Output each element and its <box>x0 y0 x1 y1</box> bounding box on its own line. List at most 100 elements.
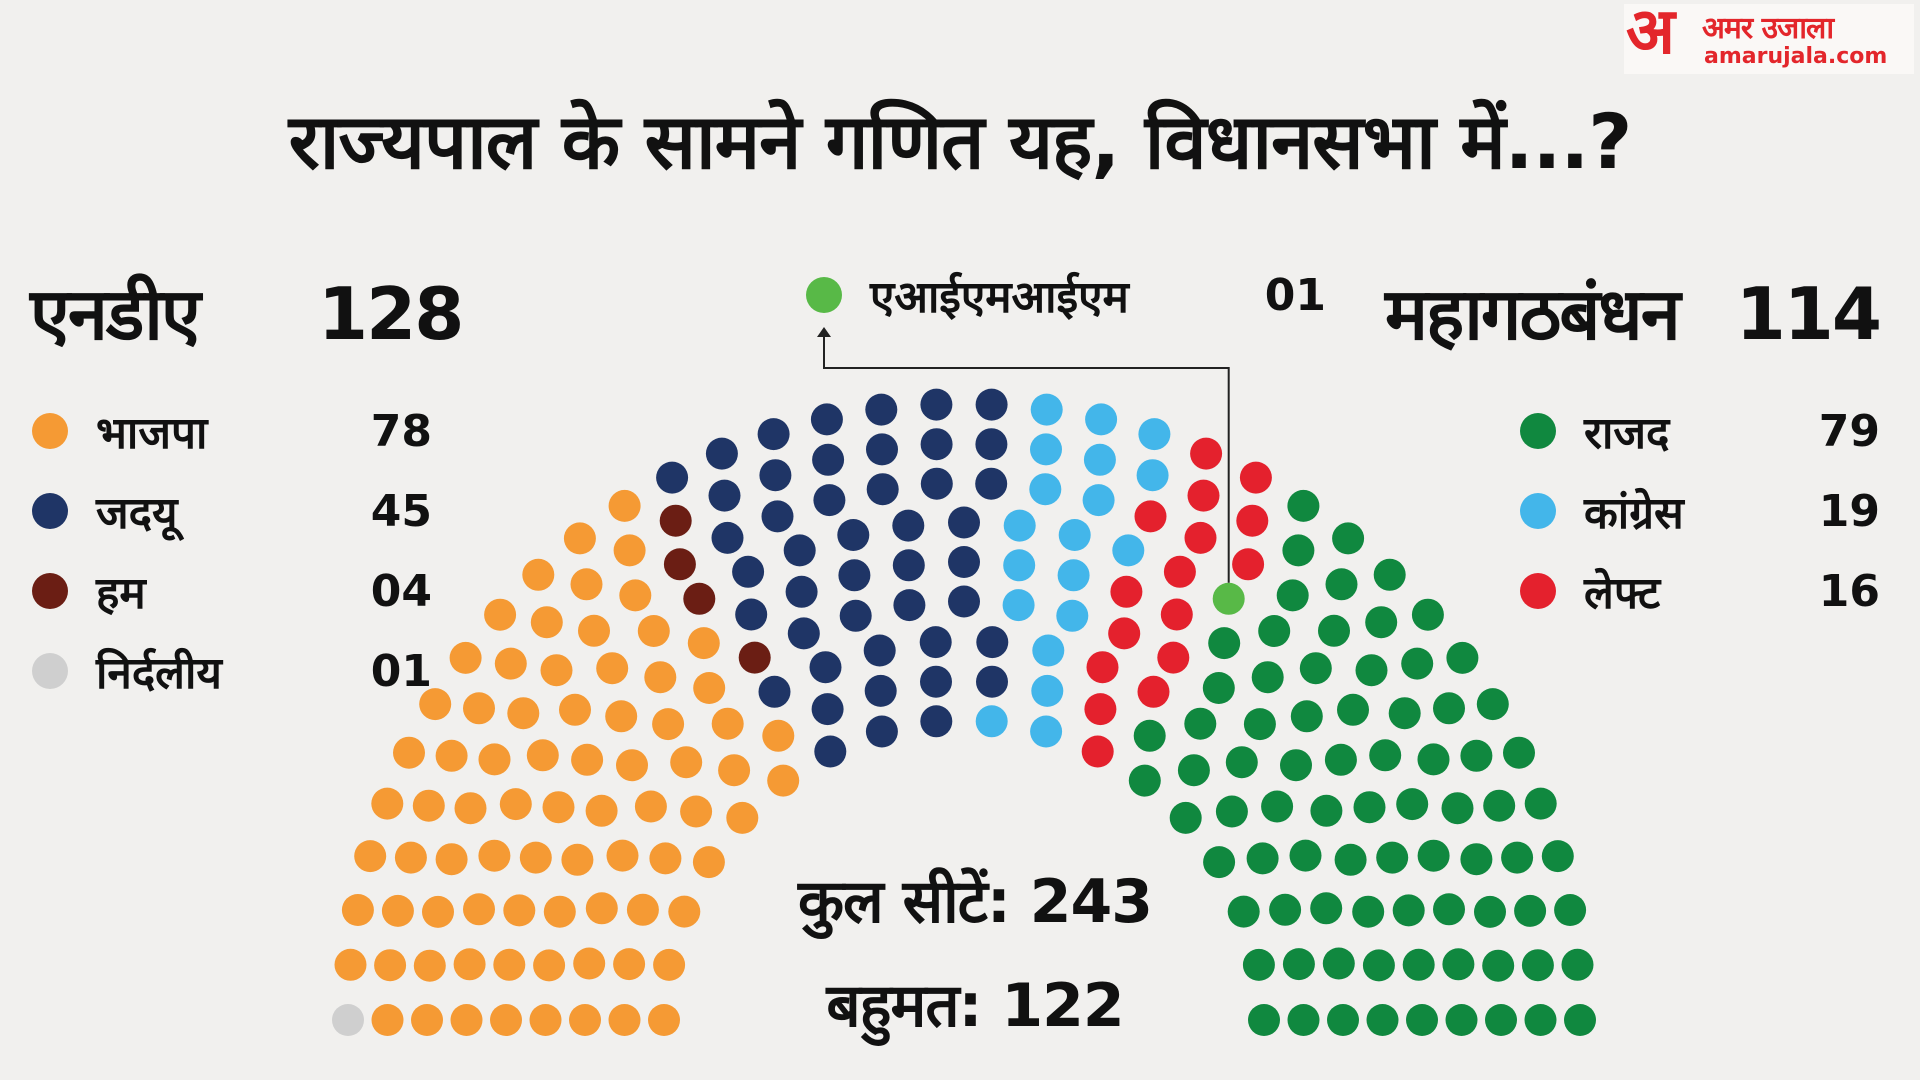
seat-dot <box>711 521 744 554</box>
seat-dot <box>1362 949 1395 982</box>
seat-dot <box>759 459 792 492</box>
mgb-bloc-total: 114 <box>1735 272 1882 356</box>
seat-dot <box>578 614 610 647</box>
seat-dot <box>571 743 604 776</box>
seat-dot <box>683 582 716 615</box>
seat-dot <box>1327 1004 1359 1036</box>
seat-dot <box>1276 579 1309 612</box>
seat-dot <box>1355 654 1388 687</box>
seat-dot <box>864 674 897 707</box>
seat-dot <box>680 795 713 828</box>
legend-dot-aimim <box>806 277 842 313</box>
seat-dot <box>435 739 468 772</box>
seat-dot <box>561 843 594 876</box>
seat-dot <box>809 651 842 684</box>
seat-dot <box>453 948 486 981</box>
seat-dot <box>1388 697 1421 730</box>
legend-dot-jdu <box>32 493 68 529</box>
seat-dot <box>613 948 646 981</box>
seat-dot <box>585 892 618 925</box>
seat-dot <box>493 948 526 981</box>
seat-dot <box>1310 892 1343 925</box>
seat-dot <box>1225 746 1258 779</box>
seat-dot <box>1246 842 1279 875</box>
seat-dot <box>522 558 555 591</box>
legend-label-independent: निर्दलीय <box>96 648 222 699</box>
legend-item-jdu: जदयू 45 <box>32 485 432 539</box>
seat-dot <box>1177 754 1210 787</box>
seat-dot <box>563 522 596 555</box>
seat-dot <box>1369 739 1402 772</box>
seat-dot <box>596 652 629 685</box>
seat-dot <box>1417 839 1450 872</box>
seat-dot <box>494 647 527 680</box>
seat-dot <box>371 1004 404 1036</box>
seat-dot <box>692 846 725 879</box>
seat-dot <box>705 437 738 470</box>
seat-dot <box>814 735 847 768</box>
seat-dot <box>810 403 843 436</box>
legend-label-ham: हम <box>96 568 146 619</box>
legend-item-aimim: एआईएमआईएम 01 <box>806 270 1326 323</box>
seat-dot <box>920 428 953 461</box>
seat-dot <box>1032 634 1065 667</box>
seat-dot <box>1299 652 1332 685</box>
seat-dot <box>976 626 1009 659</box>
seat-dot <box>1396 788 1429 821</box>
seat-dot <box>637 615 670 647</box>
logo-hindi-name: अमर उजाला <box>1702 11 1834 46</box>
seat-dot <box>1554 894 1587 926</box>
legend-item-left: लेफ्ट 16 <box>1520 566 1880 619</box>
seat-dot <box>644 661 677 694</box>
seat-dot <box>1392 894 1425 927</box>
seat-dot <box>1524 787 1557 820</box>
seat-dot <box>613 534 646 567</box>
seat-dot <box>1325 568 1358 601</box>
seat-dot <box>1402 948 1435 981</box>
seat-dot <box>1138 418 1171 451</box>
seat-dot <box>1334 843 1367 876</box>
seat-dot <box>1287 489 1320 522</box>
legend-value-rjd: 79 <box>1818 405 1880 457</box>
seat-dot <box>526 739 559 772</box>
seat-dot <box>606 839 639 872</box>
seat-dot <box>1203 846 1236 879</box>
seat-dot <box>393 736 425 769</box>
seat-dot <box>354 840 387 873</box>
seat-dot <box>838 559 871 592</box>
seat-dot <box>920 467 953 500</box>
seat-dot <box>381 894 414 927</box>
seat-dot <box>1373 558 1406 591</box>
seat-dot <box>1002 589 1035 622</box>
seat-dot <box>1208 627 1241 660</box>
seat-dot <box>332 1004 364 1036</box>
seat-dot <box>626 893 659 926</box>
seat-dot <box>735 598 768 631</box>
seat-dot <box>1137 675 1170 708</box>
seat-dot <box>374 949 407 982</box>
seat-dot <box>1476 688 1509 721</box>
seat-dot <box>519 841 552 874</box>
seat-dot <box>1215 795 1248 828</box>
seat-dot <box>1441 792 1474 825</box>
seat-dot <box>975 428 1008 461</box>
seat-dot <box>1212 582 1245 615</box>
seat-dot <box>758 675 791 708</box>
seat-dot <box>529 1004 562 1036</box>
seat-dot <box>1433 893 1465 926</box>
seat-dot <box>920 705 953 738</box>
legend-item-bjp: भाजपा 78 <box>32 406 432 459</box>
seat-dot <box>1406 1004 1438 1036</box>
seat-dot <box>837 519 870 551</box>
legend-value-jdu: 45 <box>370 485 432 537</box>
seat-dot <box>1433 692 1465 725</box>
seat-dot <box>1184 521 1217 554</box>
seat-dot <box>1287 1004 1320 1036</box>
seat-dot <box>478 839 511 872</box>
seat-dot <box>1202 672 1235 704</box>
seat-dot <box>948 585 980 618</box>
seat-dot <box>1289 839 1322 872</box>
mgb-bloc-name: महागठबंधन <box>1385 272 1681 356</box>
seat-dot <box>653 948 686 981</box>
seat-dot <box>652 708 685 741</box>
